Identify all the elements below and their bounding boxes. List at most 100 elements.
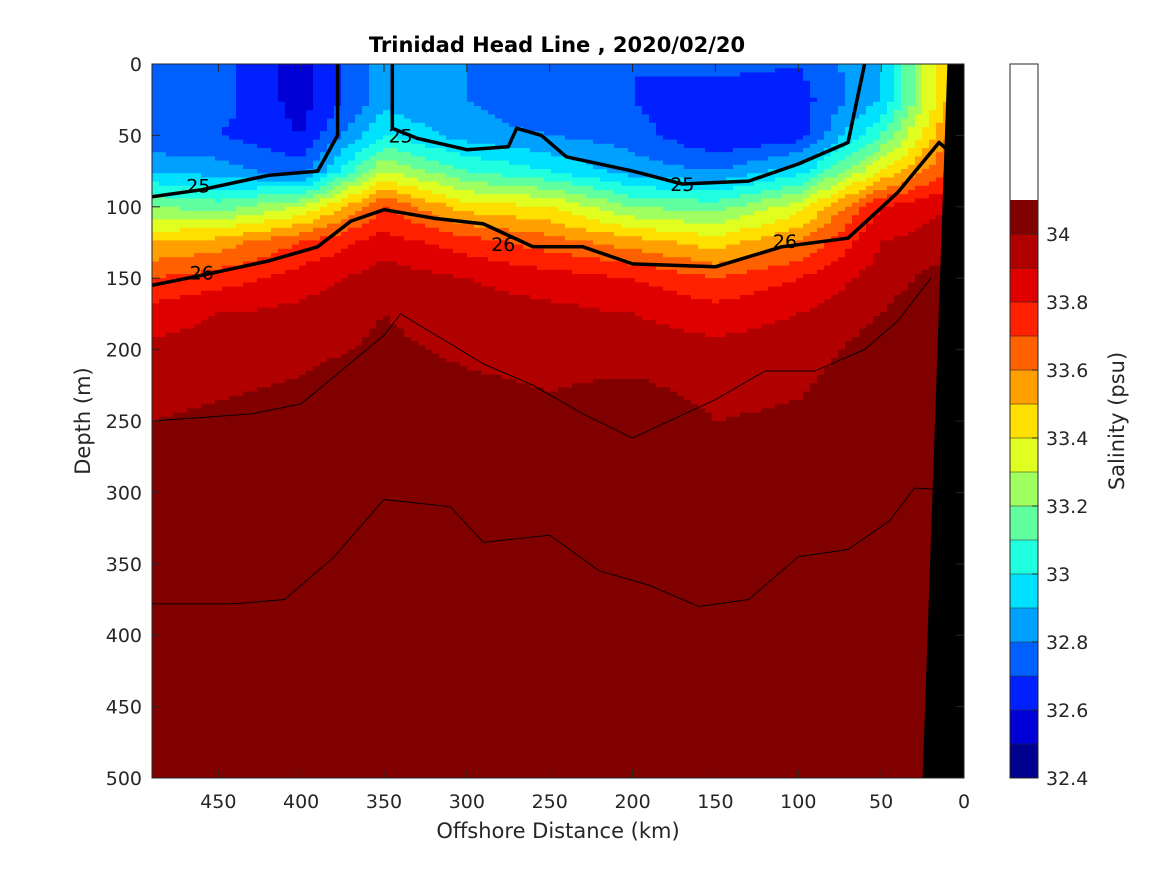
field-cell	[817, 114, 825, 120]
field-cell	[488, 160, 496, 166]
field-cell	[320, 206, 328, 212]
field-cell	[383, 240, 391, 246]
field-cell	[929, 106, 937, 111]
field-cell	[712, 219, 720, 225]
field-cell	[544, 122, 552, 128]
field-cell	[614, 114, 622, 120]
field-cell	[215, 114, 223, 120]
field-cell	[166, 106, 174, 111]
field-cell	[488, 190, 496, 195]
field-cell	[278, 202, 286, 208]
field-cell	[831, 148, 839, 153]
field-cell	[432, 127, 440, 132]
field-cell	[586, 185, 594, 191]
field-cell	[194, 190, 202, 195]
field-cell	[509, 106, 517, 111]
field-cell	[726, 131, 734, 136]
field-cell	[264, 97, 272, 103]
field-cell	[250, 127, 258, 132]
field-cell	[411, 106, 419, 111]
field-cell	[341, 194, 349, 199]
field-cell	[439, 89, 447, 94]
field-cell	[243, 127, 251, 132]
field-cell	[607, 190, 615, 195]
field-cell	[719, 114, 727, 120]
field-cell	[733, 139, 741, 145]
field-cell	[768, 215, 776, 220]
field-cell	[726, 173, 734, 178]
field-cell	[537, 80, 545, 86]
field-cell	[859, 240, 867, 246]
field-cell	[866, 110, 874, 115]
field-cell	[215, 118, 223, 124]
field-cell	[285, 139, 293, 145]
field-cell	[285, 194, 293, 199]
field-cell	[481, 110, 489, 115]
field-cell	[684, 114, 692, 120]
field-cell	[747, 198, 755, 204]
field-cell	[159, 169, 167, 174]
field-cell	[810, 135, 818, 141]
field-cell	[418, 164, 426, 170]
field-cell	[635, 227, 643, 233]
field-cell	[334, 169, 342, 174]
field-cell	[355, 93, 363, 99]
field-cell	[271, 219, 279, 225]
field-cell	[551, 177, 559, 183]
field-cell	[901, 152, 909, 157]
field-cell	[719, 106, 727, 111]
field-cell	[887, 93, 895, 99]
field-cell	[922, 206, 930, 212]
field-cell	[425, 76, 433, 82]
field-cell	[824, 85, 832, 90]
field-cell	[229, 85, 237, 90]
field-cell	[222, 152, 230, 157]
field-cell	[614, 85, 622, 90]
field-cell	[670, 160, 678, 166]
field-cell	[880, 219, 888, 225]
field-cell	[306, 72, 314, 78]
field-cell	[558, 198, 566, 204]
field-cell	[733, 232, 741, 237]
field-cell	[474, 93, 482, 99]
field-cell	[908, 215, 916, 220]
field-cell	[733, 97, 741, 103]
field-cell	[824, 211, 832, 216]
field-cell	[327, 164, 335, 170]
field-cell	[656, 85, 664, 90]
field-cell	[257, 156, 265, 162]
field-cell	[789, 131, 797, 136]
field-cell	[768, 206, 776, 212]
field-cell	[845, 127, 853, 132]
field-cell	[194, 223, 202, 229]
field-cell	[376, 169, 384, 174]
field-cell	[859, 169, 867, 174]
field-cell	[271, 122, 279, 128]
field-cell	[523, 80, 531, 86]
field-cell	[838, 72, 846, 78]
field-cell	[348, 190, 356, 195]
field-cell	[544, 185, 552, 191]
field-cell	[719, 215, 727, 220]
field-cell	[425, 131, 433, 136]
field-cell	[264, 118, 272, 124]
field-cell	[327, 106, 335, 111]
field-cell	[887, 122, 895, 128]
field-cell	[586, 236, 594, 241]
field-cell	[593, 143, 601, 149]
field-cell	[684, 223, 692, 229]
field-cell	[901, 156, 909, 162]
field-cell	[817, 202, 825, 208]
field-cell	[803, 85, 811, 90]
field-cell	[313, 93, 321, 99]
field-cell	[376, 118, 384, 124]
field-cell	[726, 143, 734, 149]
field-cell	[922, 202, 930, 208]
field-cell	[411, 202, 419, 208]
field-cell	[243, 219, 251, 225]
field-cell	[509, 122, 517, 128]
field-cell	[446, 223, 454, 229]
field-cell	[544, 72, 552, 78]
field-cell	[810, 202, 818, 208]
field-cell	[299, 148, 307, 153]
